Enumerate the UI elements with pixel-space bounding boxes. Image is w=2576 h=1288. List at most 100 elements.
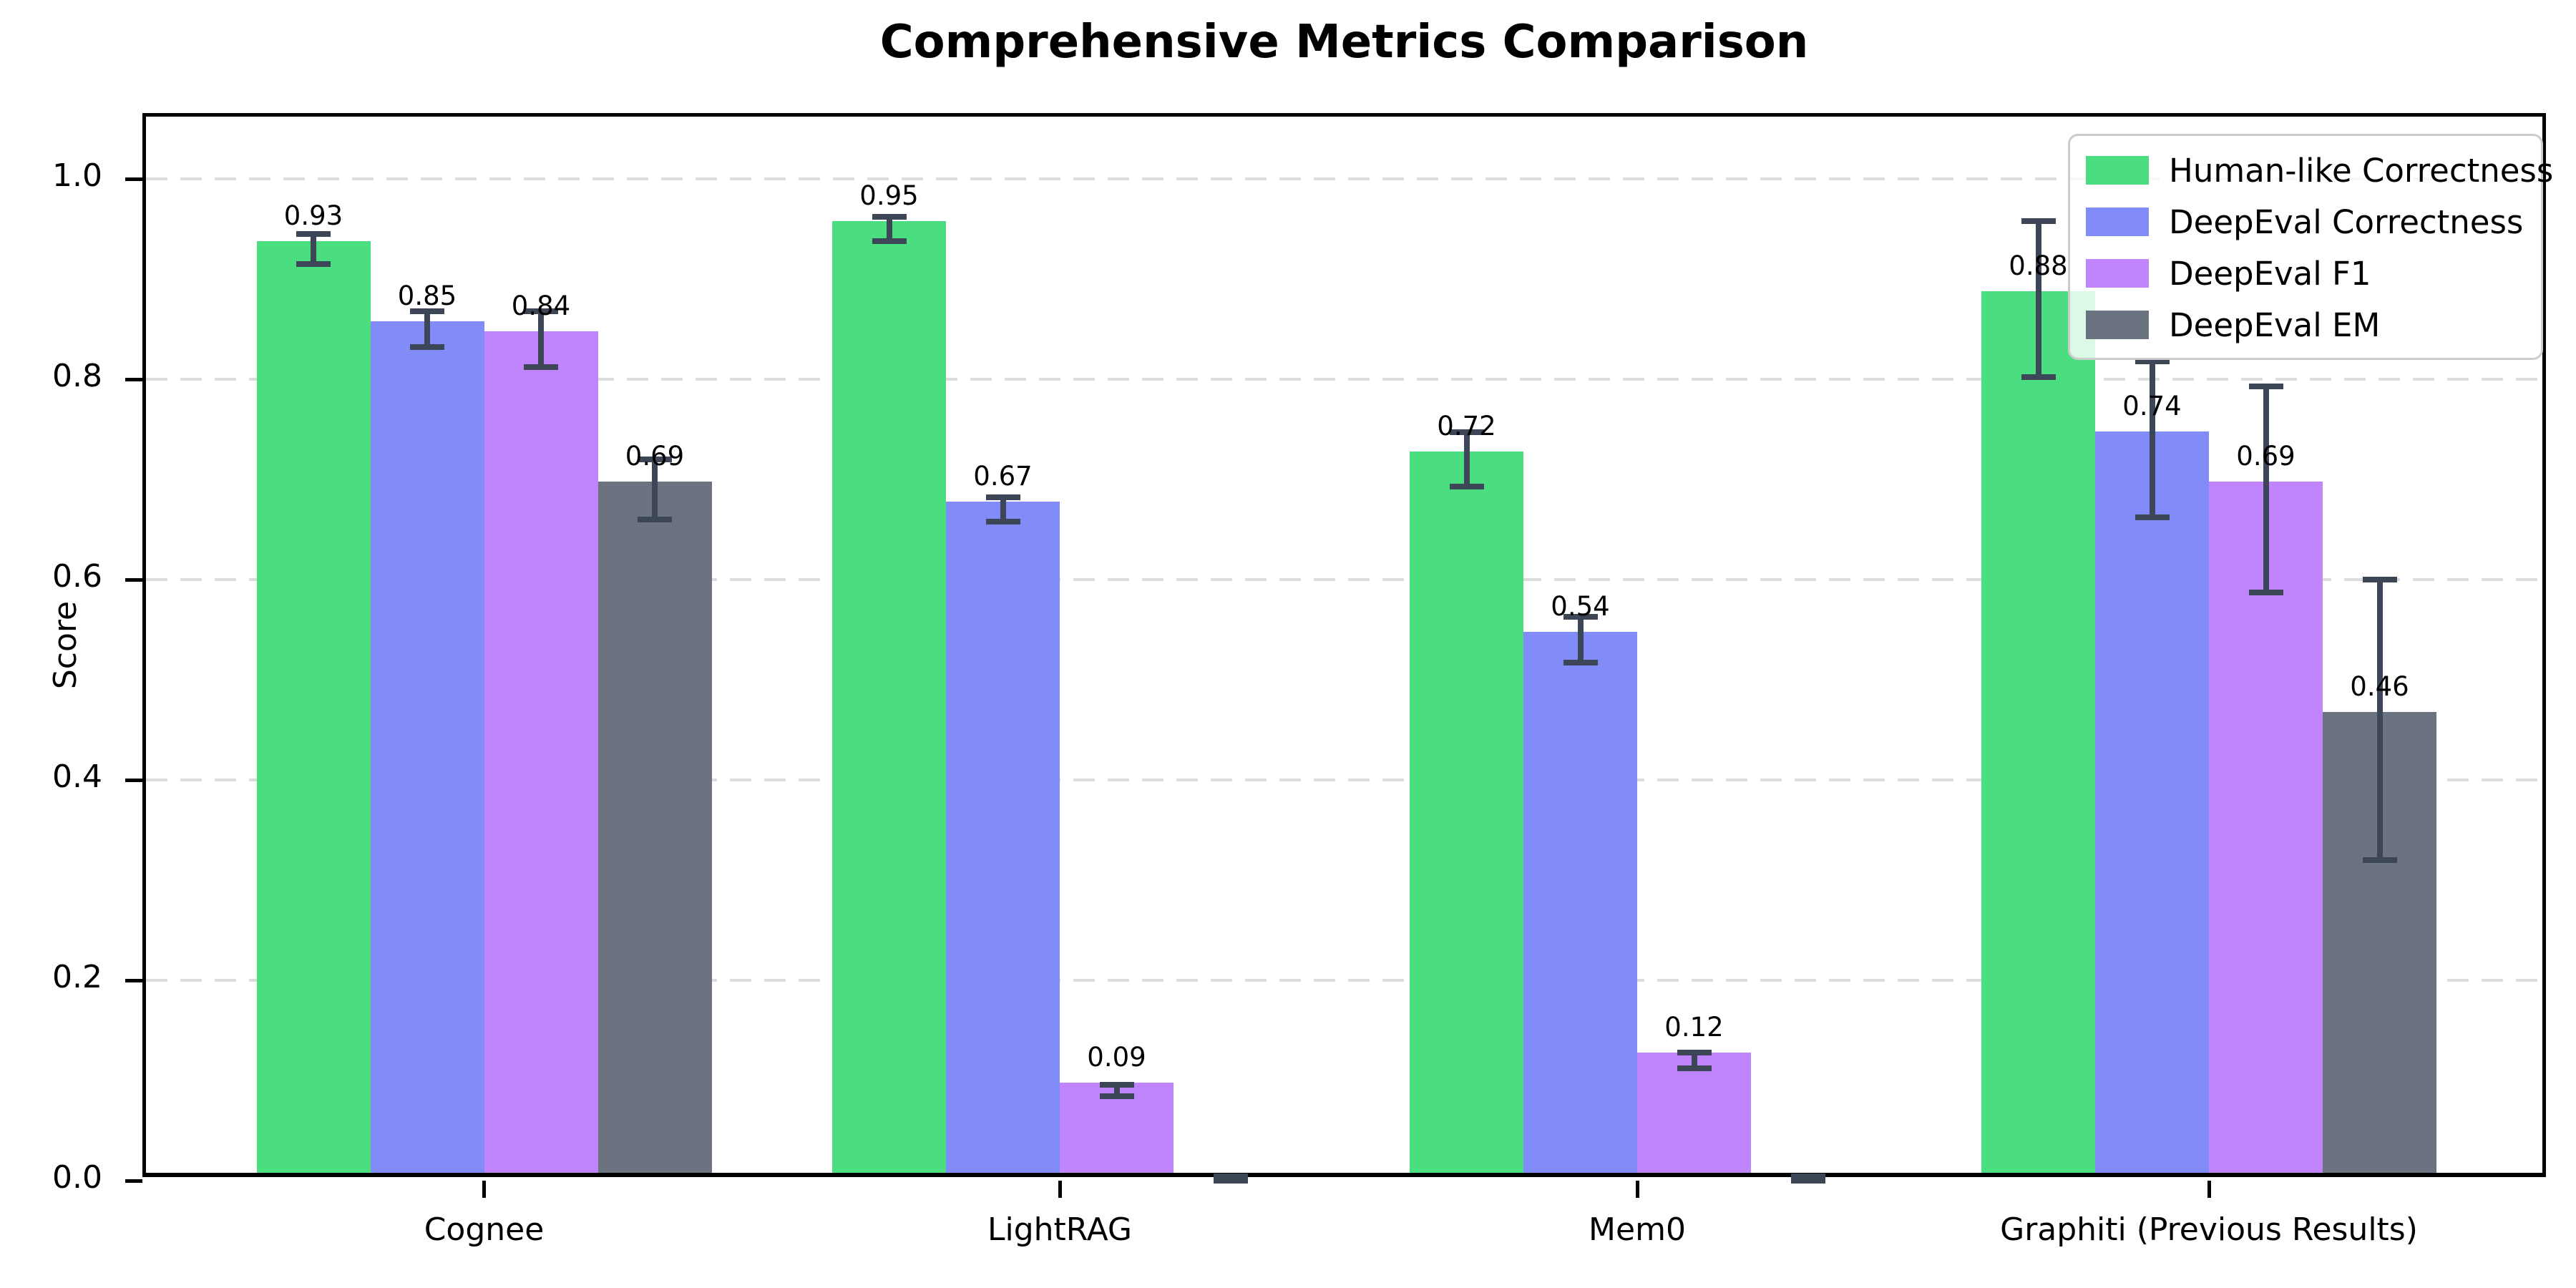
legend-label: DeepEval F1 <box>2169 254 2371 293</box>
error-bar-cap <box>2021 374 2056 381</box>
legend-item: DeepEval Correctness <box>2086 200 2523 243</box>
error-bar-cap <box>1563 660 1598 666</box>
error-bar-cap <box>296 261 331 267</box>
error-bar-cap <box>1677 1065 1712 1072</box>
error-bar-cap <box>2135 514 2170 521</box>
legend-item: Human-like Correctness <box>2086 149 2553 192</box>
error-bar-cap <box>638 517 672 522</box>
error-bar <box>1577 616 1584 663</box>
gridline <box>146 979 2542 982</box>
error-bar <box>886 217 892 241</box>
error-bar <box>424 311 430 348</box>
y-tick-mark <box>125 778 142 782</box>
error-bar-cap <box>410 308 444 314</box>
error-bar-cap <box>872 214 907 220</box>
bar <box>1637 1053 1751 1173</box>
bar <box>946 502 1060 1173</box>
y-tick-mark <box>125 577 142 582</box>
bar-value-label: 0.46 <box>2350 671 2409 702</box>
error-bar <box>1691 1052 1697 1069</box>
error-bar-cap <box>1449 483 1484 489</box>
legend-label: DeepEval EM <box>2169 306 2381 344</box>
gridline <box>146 177 2542 180</box>
error-bar <box>2263 386 2269 593</box>
x-tick-label: Mem0 <box>1589 1211 1686 1248</box>
error-bar-cap <box>2021 218 2056 224</box>
y-tick-mark <box>125 177 142 181</box>
error-bar-cap <box>985 518 1020 525</box>
bar <box>2095 431 2209 1173</box>
error-bar-cap <box>1790 1174 1825 1180</box>
bar-value-label: 0.72 <box>1437 411 1496 441</box>
bar-value-label: 0.12 <box>1664 1012 1724 1043</box>
y-tick-mark <box>125 978 142 982</box>
bar <box>597 482 712 1173</box>
bar <box>832 221 946 1173</box>
y-axis-label: Score <box>47 600 84 690</box>
error-bar-cap <box>524 364 558 371</box>
y-tick-label: 0.0 <box>52 1159 102 1196</box>
bar <box>370 321 484 1173</box>
error-bar-cap <box>985 494 1020 501</box>
legend-item: DeepEval EM <box>2086 303 2380 346</box>
bar <box>256 241 371 1173</box>
gridline <box>146 378 2542 381</box>
bar-value-label: 0.95 <box>859 180 919 211</box>
error-bar <box>538 311 544 368</box>
y-tick-label: 0.2 <box>52 959 102 995</box>
bar-value-label: 0.54 <box>1551 591 1610 622</box>
y-tick-mark <box>125 1179 142 1183</box>
y-tick-mark <box>125 377 142 381</box>
bar <box>2209 482 2323 1173</box>
error-bar-cap <box>2248 383 2283 389</box>
bar-value-label: 0.88 <box>2009 250 2068 281</box>
error-bar-cap <box>296 231 331 237</box>
error-bar-cap <box>524 308 558 314</box>
bar-value-label: 0.85 <box>397 280 457 311</box>
bar-value-label: 0.74 <box>2122 391 2182 421</box>
error-bar-cap <box>1790 1178 1825 1184</box>
error-bar <box>311 234 316 264</box>
error-bar <box>1113 1084 1120 1097</box>
error-bar-cap <box>410 344 444 351</box>
error-bar-cap <box>1563 613 1598 620</box>
bar-value-label: 0.09 <box>1087 1042 1146 1073</box>
x-tick-label: Graphiti (Previous Results) <box>2000 1211 2418 1248</box>
legend-swatch <box>2086 311 2149 339</box>
bar-value-label: 0.93 <box>283 200 343 231</box>
legend-swatch <box>2086 156 2149 185</box>
legend: Human-like Correctness DeepEval Correctne… <box>2068 134 2553 360</box>
error-bar-cap <box>1213 1178 1248 1184</box>
legend-label: Human-like Correctness <box>2169 151 2554 190</box>
gridline <box>146 578 2542 581</box>
bar-value-label: 0.67 <box>973 461 1033 492</box>
x-tick-label: LightRAG <box>987 1211 1133 1248</box>
x-tick-mark <box>1058 1181 1062 1198</box>
error-bar-cap <box>1099 1081 1134 1088</box>
gridline <box>146 779 2542 781</box>
bar <box>1523 632 1637 1173</box>
bar <box>1410 452 1523 1173</box>
y-tick-label: 0.6 <box>52 558 102 595</box>
bar-value-label: 0.69 <box>2236 441 2296 472</box>
error-bar-cap <box>1213 1174 1248 1180</box>
error-bar <box>2035 220 2041 378</box>
legend-label: DeepEval Correctness <box>2169 203 2524 241</box>
legend-item: DeepEval F1 <box>2086 252 2371 295</box>
x-tick-mark <box>1635 1181 1639 1198</box>
error-bar-cap <box>2362 857 2397 863</box>
error-bar <box>1000 497 1006 522</box>
error-bar <box>1463 432 1470 487</box>
bar <box>484 331 598 1173</box>
bar-value-label: 0.84 <box>511 291 571 321</box>
plot-area: 0.93 0.85 0.84 0.69 0.95 0.67 0.09 0.72 0.54 0.12… <box>52 113 2553 1248</box>
x-tick-mark <box>482 1181 486 1198</box>
bar-value-label: 0.69 <box>625 441 685 472</box>
error-bar-cap <box>2362 577 2397 582</box>
error-bar-cap <box>2135 358 2170 364</box>
legend-swatch <box>2086 259 2149 288</box>
y-tick-label: 0.4 <box>52 758 102 795</box>
chart-title: Comprehensive Metrics Comparison <box>879 16 1809 69</box>
error-bar-cap <box>872 238 907 244</box>
